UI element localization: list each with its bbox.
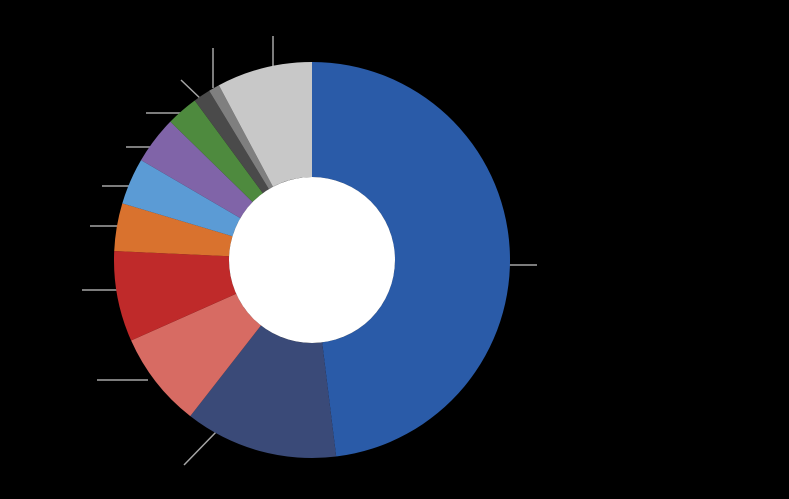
donut-slice: [190, 325, 337, 459]
donut-slice: [131, 293, 261, 417]
donut-hole: [229, 177, 395, 343]
donut-slice: [113, 250, 237, 341]
donut-slice: [114, 203, 233, 257]
donut-slice: [194, 90, 269, 194]
donut-slice: [122, 160, 241, 237]
donut-slice: [141, 121, 253, 219]
donut-slice: [209, 85, 273, 190]
donut-slice: [218, 62, 312, 187]
leader-line: [183, 429, 219, 466]
donut-slice: [312, 62, 511, 457]
donut-slice: [170, 100, 263, 203]
